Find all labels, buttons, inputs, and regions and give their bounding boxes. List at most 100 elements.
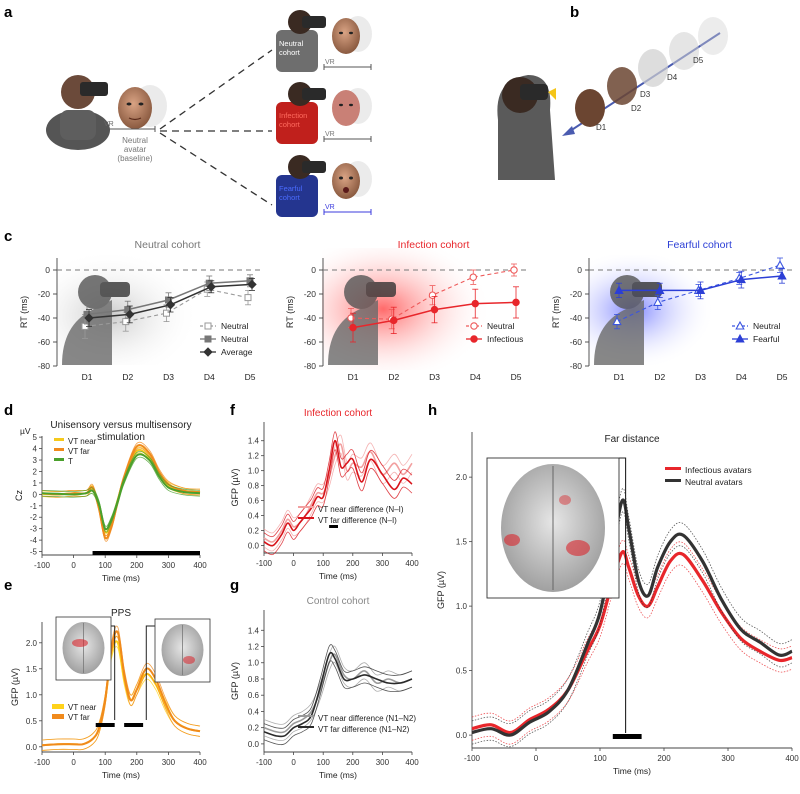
legend-label: T: [68, 457, 73, 466]
baseline-vr-label: VR: [104, 121, 114, 128]
brain-inset-e-right: [154, 618, 211, 683]
y-tick-label: 0.0: [456, 731, 468, 740]
ci-upper: [471, 539, 793, 722]
y-tick-label: 1.0: [248, 467, 260, 476]
legend-label: Neutral: [753, 321, 781, 331]
cohort-infection-label-2: cohort: [279, 120, 301, 129]
data-point: [510, 266, 518, 274]
y-tick-label: 0: [577, 265, 582, 275]
data-point: [347, 314, 355, 322]
data-point: [165, 300, 176, 310]
legend-label: VT far: [68, 713, 90, 722]
chart-title: Control cohort: [307, 596, 370, 607]
y-tick-label: 0.4: [248, 512, 260, 521]
x-tick-label: 100: [317, 758, 331, 767]
distance-arrow-head: [562, 126, 575, 136]
x-tick-label: 400: [193, 561, 207, 570]
cohort-fearful-vr: VR: [325, 204, 335, 211]
x-axis-label: Time (ms): [319, 571, 357, 581]
x-tick-label: D2: [654, 372, 665, 382]
y-tick-label: 0.8: [248, 482, 260, 491]
chart-title: Infection cohort: [398, 239, 470, 251]
x-tick-label: 200: [346, 559, 360, 568]
data-point: [512, 298, 520, 307]
chart-title: Infection cohort: [304, 408, 373, 419]
y-axis-label: RT (ms): [551, 296, 561, 328]
data-point: [389, 316, 398, 325]
chart-unisensory-multisensory: 5 4 3 2 1 0 -1 -2 -3 -4 -5 -100 0 100 200 300 400 Time (m…: [14, 420, 207, 583]
x-tick-label: 400: [405, 758, 419, 767]
data-point: [775, 260, 785, 269]
x-tick-label: 300: [376, 758, 390, 767]
y-tick-label: 1.5: [456, 538, 468, 547]
legend-marker: [735, 320, 745, 330]
y-tick-label: -4: [30, 536, 38, 545]
ci-lower: [471, 511, 793, 748]
legend-label: VT near difference (N1–N2): [318, 714, 416, 723]
y-axis-label: RT (ms): [19, 296, 29, 328]
y-tick-label: 0.4: [248, 707, 260, 716]
x-tick-label: D2: [122, 372, 133, 382]
connector-lines: [159, 49, 273, 206]
legend-swatch: [298, 715, 314, 717]
legend-swatch: [52, 714, 64, 719]
cohort-fearful-label-2: cohort: [279, 193, 301, 202]
panel-b: b D1 D2 D3 D4 D5: [497, 4, 728, 180]
legend-label: VT near: [68, 703, 97, 712]
data-point: [777, 270, 787, 280]
legend-label: Neutral: [221, 321, 249, 331]
legend-swatch: [54, 458, 64, 461]
chart-control-gfp: 0.0 0.2 0.4 0.6 0.8 1.0 1.2 1.4 -100 0 100 200 300 40…: [230, 596, 419, 780]
panel-b-person-illustration: [497, 75, 556, 180]
x-tick-label: 0: [71, 561, 76, 570]
series-line-1: [263, 651, 413, 738]
panel-label-h: h: [428, 402, 437, 419]
y-tick-label: -20: [304, 289, 317, 299]
series-line-1: [263, 439, 413, 547]
x-tick-label: 0: [534, 754, 539, 763]
distance-label-D4: D4: [667, 73, 678, 82]
y-tick-label: -20: [570, 289, 583, 299]
legend-label: Neutral: [221, 334, 249, 344]
ci-upper: [263, 644, 413, 729]
y-tick-label: 0.0: [248, 740, 260, 749]
x-tick-label: 100: [99, 561, 113, 570]
panel-label-e: e: [4, 577, 12, 594]
brain-inset-e-left: [55, 616, 112, 681]
legend-marker: [470, 335, 478, 343]
panel-label-b: b: [570, 4, 579, 21]
cohort-neutral-label-2: cohort: [279, 48, 301, 57]
chart-infection-cohort: 0 -20 -40 -60 -80 RT (ms) Infection cohort D1 D2…: [285, 239, 528, 382]
y-axis-label: RT (ms): [285, 296, 295, 328]
x-tick-label: D4: [470, 372, 481, 382]
y-tick-label: 1.0: [456, 602, 468, 611]
data-point: [695, 285, 706, 294]
panel-a: a VR Neutral avatar (baseline) Neutral: [4, 4, 372, 217]
data-point: [430, 305, 439, 314]
chart-far-distance: 0.0 0.5 1.0 1.5 2.0 -100 0 100 200 300 400 Time (ms…: [436, 432, 799, 776]
chart-subtitle: stimulation: [97, 432, 145, 443]
y-tick-label: 0.0: [26, 743, 38, 752]
legend-label: VT near: [68, 437, 97, 446]
data-point: [349, 323, 357, 332]
baseline-person-illustration: [46, 75, 110, 150]
baseline-caption-line3: (baseline): [117, 154, 152, 163]
distance-label-D3: D3: [640, 90, 651, 99]
y-axis-label: GFP (µV): [230, 468, 240, 506]
y-tick-label: 0.2: [248, 527, 260, 536]
avatar-head-D4: [669, 32, 699, 70]
y-tick-label: 0.2: [248, 724, 260, 733]
chart-title: Neutral cohort: [135, 239, 201, 251]
x-tick-label: -100: [464, 754, 481, 763]
y-tick-label: -1: [30, 502, 38, 511]
legend-marker: [204, 335, 212, 343]
panel-label-f: f: [230, 402, 236, 419]
avatar-head-D5: [698, 17, 728, 55]
data-point: [84, 313, 94, 323]
legend-swatch: [298, 517, 314, 519]
y-tick-label: -40: [304, 313, 317, 323]
y-axis-label: GFP (µV): [436, 571, 446, 609]
y-tick-label: 1.2: [248, 643, 260, 652]
legend-swatch: [298, 506, 314, 508]
